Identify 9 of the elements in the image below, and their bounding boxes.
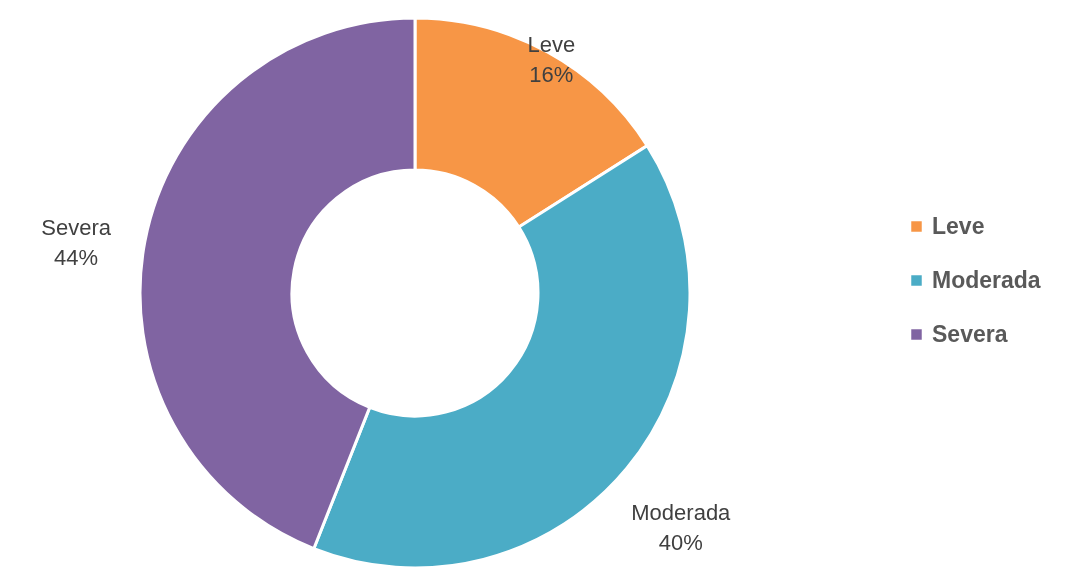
legend-label: Moderada bbox=[932, 266, 1041, 293]
data-label: 44% bbox=[54, 245, 99, 271]
data-label: 40% bbox=[658, 529, 703, 555]
legend-label: Leve bbox=[932, 212, 985, 239]
slice-label: Leve bbox=[527, 32, 576, 57]
legend-label: Severa bbox=[932, 320, 1008, 347]
slice-label: Moderada bbox=[631, 499, 732, 525]
data-label: 16% bbox=[529, 62, 574, 87]
slice-label: Severa bbox=[41, 215, 112, 241]
